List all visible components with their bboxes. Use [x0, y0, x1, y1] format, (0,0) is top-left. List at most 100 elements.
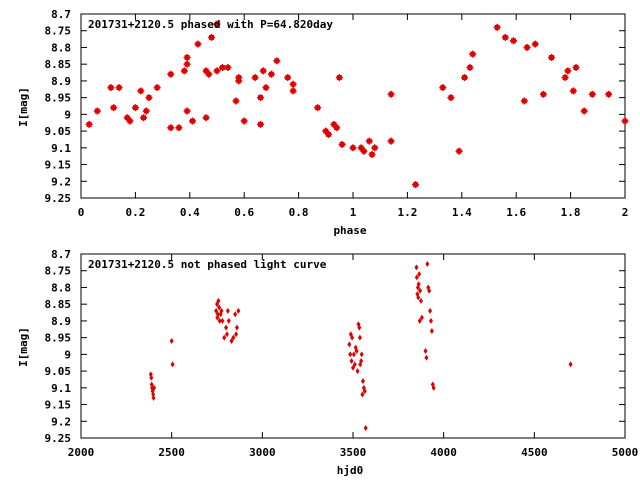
unphased-y-tick-label: 9.05	[45, 365, 72, 378]
data-point	[152, 384, 157, 391]
data-point	[412, 181, 420, 189]
data-point	[289, 80, 297, 88]
data-point	[183, 53, 191, 61]
phased-x-tick-label: 0.4	[180, 206, 200, 219]
data-point	[357, 334, 362, 341]
data-point	[262, 84, 270, 92]
phased-x-tick-label: 0.6	[234, 206, 254, 219]
data-point	[455, 147, 463, 155]
unphased-x-tick-label: 4000	[430, 446, 457, 459]
data-point	[233, 311, 238, 318]
data-point	[140, 114, 148, 122]
data-point	[145, 94, 153, 102]
data-point	[427, 287, 432, 294]
data-point	[357, 324, 362, 331]
data-point	[151, 394, 156, 401]
data-point	[289, 87, 297, 95]
data-point	[257, 120, 265, 128]
unphased-y-tick-label: 9.25	[45, 432, 72, 445]
phased-x-tick-label: 2	[622, 206, 629, 219]
data-point	[115, 84, 123, 92]
data-point	[232, 97, 240, 105]
unphased-y-tick-label: 9	[64, 348, 71, 361]
data-point	[194, 40, 202, 48]
data-point	[273, 57, 281, 65]
data-point	[428, 307, 433, 314]
data-point	[466, 64, 474, 72]
data-point	[548, 53, 556, 61]
data-point	[189, 117, 197, 125]
data-point	[126, 117, 134, 125]
data-point	[417, 317, 422, 324]
data-point	[387, 137, 395, 145]
data-point	[222, 334, 227, 341]
data-point	[216, 297, 221, 304]
phased-light-curve-panel: 8.7 8.75 8.8 8.85 8.9 8.95 9 9.05 9.1 9.15 9.2 9.25…	[17, 8, 629, 237]
data-point	[225, 307, 230, 314]
data-point	[257, 94, 265, 102]
data-point	[349, 144, 357, 152]
data-point	[350, 334, 355, 341]
data-point	[417, 271, 422, 278]
phased-y-tick-label: 9	[64, 108, 71, 121]
unphased-x-tick-label: 4500	[521, 446, 548, 459]
data-point	[561, 74, 569, 82]
data-point	[461, 74, 469, 82]
data-point	[424, 354, 429, 361]
data-point	[428, 317, 433, 324]
data-point	[419, 314, 424, 321]
phased-y-axis-label: I[mag]	[17, 87, 30, 127]
data-point	[359, 351, 364, 358]
data-point	[240, 117, 248, 125]
data-point	[85, 120, 93, 128]
data-point	[217, 304, 222, 311]
data-point	[224, 64, 232, 72]
unphased-y-tick-label: 8.7	[51, 248, 71, 261]
data-point	[355, 368, 360, 375]
data-point	[93, 107, 101, 115]
unphased-x-tick-label: 5000	[612, 446, 639, 459]
data-point	[153, 84, 161, 92]
data-point	[509, 37, 517, 45]
data-point	[175, 124, 183, 132]
data-point	[493, 23, 501, 31]
data-point	[416, 281, 421, 288]
phased-x-axis-label: phase	[333, 224, 366, 237]
data-point	[137, 87, 145, 95]
data-point	[224, 331, 229, 338]
phased-x-tick-label: 0.2	[125, 206, 145, 219]
data-point	[251, 74, 259, 82]
data-point	[469, 50, 477, 58]
unphased-data-points	[148, 261, 573, 431]
data-point	[333, 124, 341, 132]
data-point	[267, 70, 275, 78]
data-point	[539, 90, 547, 98]
data-point	[501, 33, 509, 41]
data-point	[183, 60, 191, 68]
data-point	[325, 130, 333, 138]
data-point	[202, 114, 210, 122]
unphased-x-tick-label: 3500	[340, 446, 367, 459]
data-point	[363, 424, 368, 431]
data-point	[149, 374, 154, 381]
data-point	[234, 331, 239, 338]
data-point	[588, 90, 596, 98]
unphased-y-tick-label: 9.2	[51, 415, 71, 428]
phased-y-tick-label: 8.8	[51, 41, 71, 54]
data-point	[414, 274, 419, 281]
unphased-y-tick-label: 8.8	[51, 281, 71, 294]
data-point	[338, 140, 346, 148]
data-point	[423, 348, 428, 355]
data-point	[425, 261, 430, 268]
phased-data-points	[85, 20, 629, 189]
data-point	[220, 317, 225, 324]
data-point	[169, 337, 174, 344]
unphased-y-axis: 8.7 8.75 8.8 8.85 8.9 8.95 9 9.05 9.1 9.15 9.2 9.25	[45, 248, 625, 445]
data-point	[284, 74, 292, 82]
phased-y-tick-label: 8.7	[51, 8, 71, 21]
data-point	[418, 287, 423, 294]
data-point	[429, 327, 434, 334]
phased-y-tick-label: 8.75	[45, 25, 72, 38]
data-point	[387, 90, 395, 98]
unphased-y-tick-label: 8.85	[45, 298, 72, 311]
